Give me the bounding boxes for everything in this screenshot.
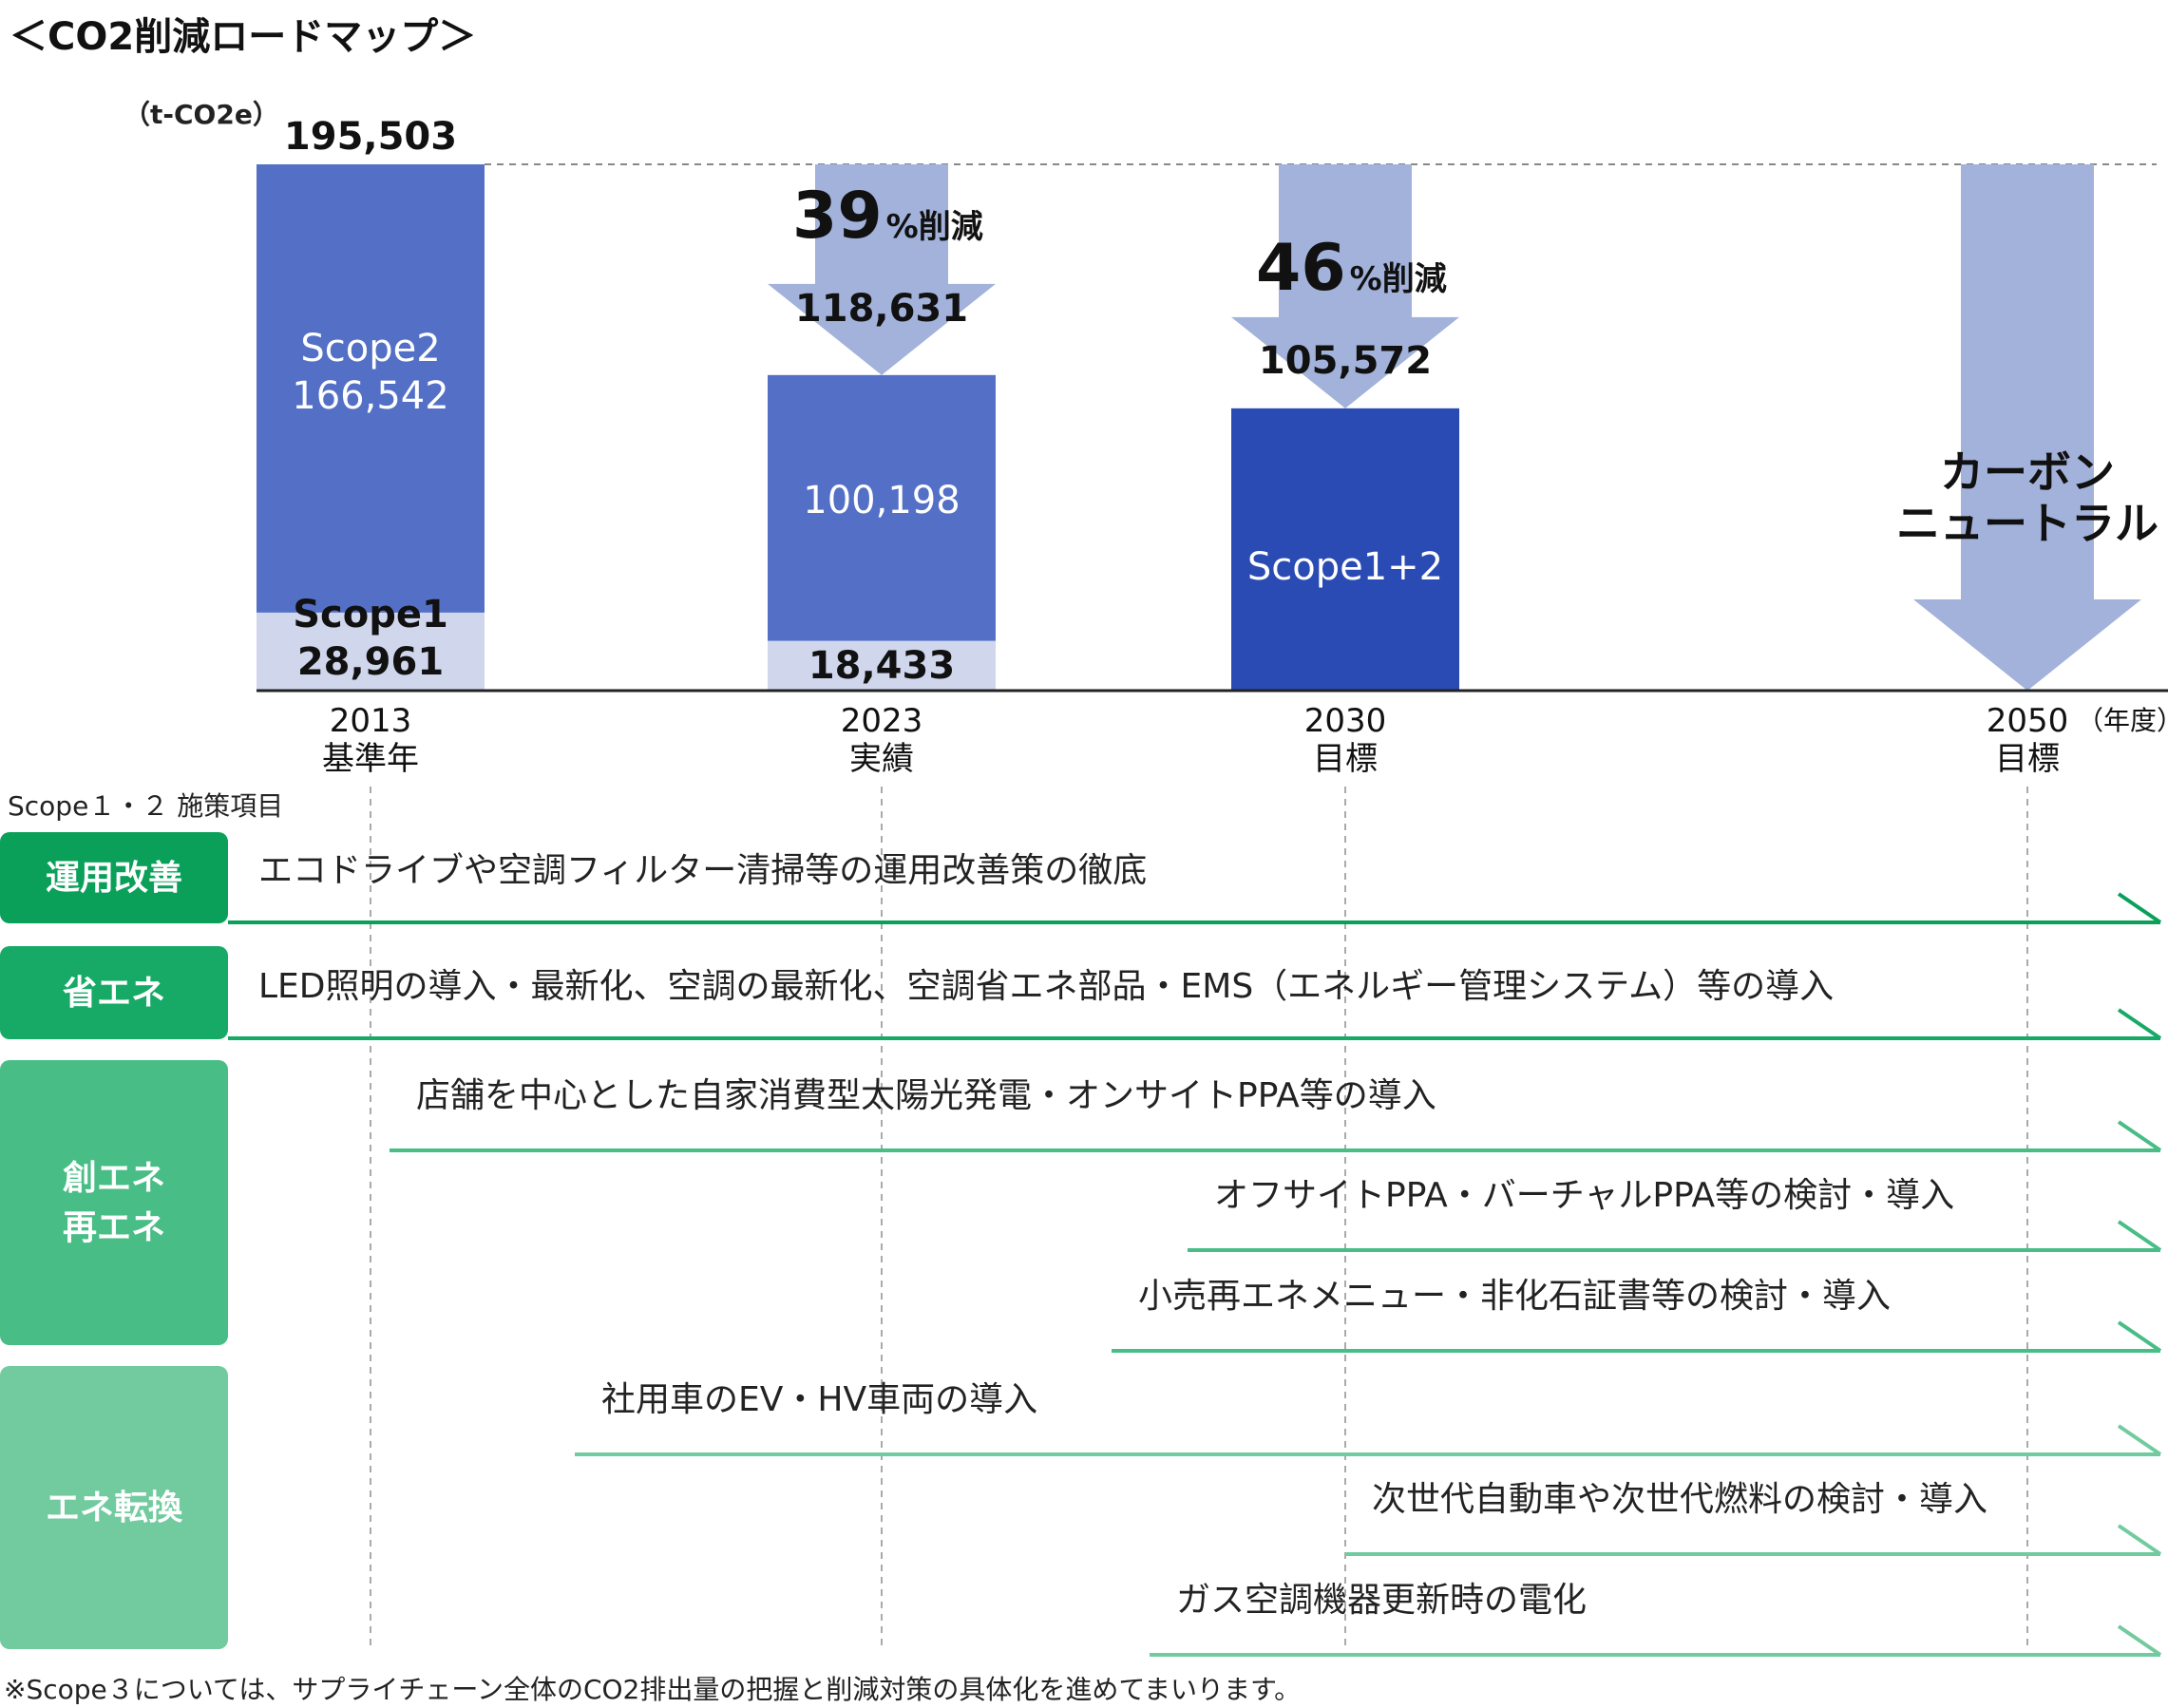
measure-text: 次世代自動車や次世代燃料の検討・導入	[1372, 1480, 1987, 1519]
category-1: 省エネ LED照明の導入・最新化、空調の最新化、空調省エネ部品・EMS（エネルギー…	[0, 946, 2162, 1040]
category-3: エネ転換 社用車のEV・HV車両の導入次世代自動車や次世代燃料の検討・導入ガス空調…	[0, 1366, 2162, 1657]
bar-2030-total-label: 105,572	[1259, 339, 1432, 383]
bar-2023-scope2	[768, 374, 996, 641]
arrowhead	[2117, 1524, 2162, 1556]
year-label-2013: 2013	[330, 702, 412, 740]
year-label-2023: 2023	[841, 702, 923, 740]
measure-text: ガス空調機器更新時の電化	[1176, 1581, 1587, 1620]
category-label: 省エネ	[63, 974, 165, 1013]
bar-2023-scope1	[768, 640, 996, 691]
category-label: 創エネ	[63, 1159, 165, 1198]
measure-text: LED照明の導入・最新化、空調の最新化、空調省エネ部品・EMS（エネルギー管理シ…	[258, 967, 1834, 1006]
arrowhead	[2117, 1624, 2162, 1657]
bar-2023-scope2-label: 100,198	[803, 479, 960, 522]
measure-text: 小売再エネメニュー・非化石証書等の検討・導入	[1138, 1277, 1891, 1316]
year-label-2030: 2030	[1304, 702, 1387, 740]
reduction-2023-label: 39 %削減	[792, 179, 983, 254]
figure-title: ＜CO2削減ロードマップ＞	[10, 15, 476, 59]
category-0: 運用改善 エコドライブや空調フィルター清掃等の運用改善策の徹底	[0, 832, 2162, 924]
category-label: エネ転換	[46, 1489, 183, 1528]
footnote: ※Scope３については、サプライチェーン全体のCO2排出量の把握と削減対策の具…	[4, 1674, 1301, 1705]
bar-2023-total-label: 118,631	[795, 287, 968, 331]
bar-2013-scope1	[257, 612, 485, 691]
bar-2030-combined-label: Scope1+2	[1247, 545, 1443, 589]
category-label: 再エネ	[63, 1208, 165, 1247]
category-box	[0, 1060, 228, 1345]
year-sublabel-2023: 実績	[849, 740, 914, 778]
arrow-2050	[1913, 164, 2141, 691]
year-sublabel-2013: 基準年	[322, 740, 419, 778]
bar-2013-scope2	[257, 164, 485, 613]
bar-2013-total-label: 195,503	[284, 115, 457, 159]
category-box	[0, 946, 228, 1039]
measure-text: 店舗を中心とした自家消費型太陽光発電・オンサイトPPA等の導入	[416, 1076, 1436, 1115]
year-sublabel-2050: 目標	[1995, 740, 2060, 778]
arrow-2023	[768, 164, 996, 375]
measure-text: オフサイトPPA・バーチャルPPA等の検討・導入	[1214, 1176, 1954, 1215]
arrowhead	[2117, 892, 2162, 924]
measure-text: エコドライブや空調フィルター清掃等の運用改善策の徹底	[258, 851, 1147, 890]
bar-2013-scope1-label: Scope1 28,961	[293, 593, 448, 684]
bar-2023-scope1-label: 18,433	[808, 644, 955, 688]
bar-2013-scope2-label: Scope2 166,542	[292, 327, 448, 418]
arrowhead	[2117, 1320, 2162, 1353]
unit-label: （t-CO2e）	[124, 99, 279, 130]
arrowhead	[2117, 1424, 2162, 1456]
category-box	[0, 832, 228, 923]
year-unit-label: （年度）	[2077, 705, 2168, 736]
arrowhead	[2117, 1220, 2162, 1252]
year-sublabel-2030: 目標	[1313, 740, 1378, 778]
category-label: 運用改善	[46, 859, 182, 898]
arrowhead	[2117, 1008, 2162, 1040]
carbon-neutral-line1: カーボン	[1940, 446, 2115, 498]
bar-2030-scope1-2	[1231, 408, 1459, 691]
year-label-2050: 2050	[1987, 702, 2069, 740]
arrowhead	[2117, 1120, 2162, 1152]
category-box	[0, 1366, 228, 1649]
co2-chart: 195,503 Scope2 166,542 Scope1 28,961 118,631 1…	[257, 115, 2168, 1648]
carbon-neutral-line2: ニュートラル	[1896, 498, 2158, 549]
measure-text: 社用車のEV・HV車両の導入	[601, 1380, 1037, 1419]
section-label: Scope１・２ 施策項目	[8, 790, 283, 822]
arrow-2030	[1231, 164, 1459, 408]
reduction-2030-label: 46 %削減	[1256, 231, 1447, 306]
